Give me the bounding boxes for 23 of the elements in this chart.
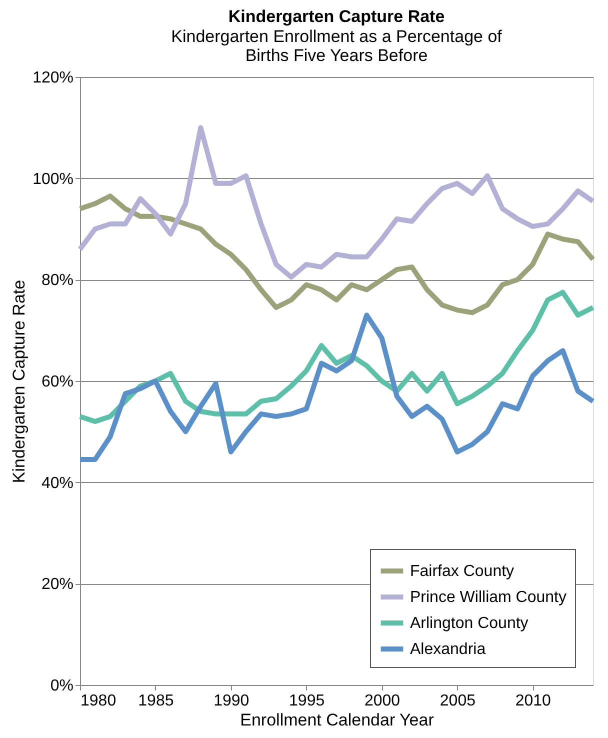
x-tick-label: 1995 (289, 692, 325, 710)
y-axis-title: Kindergarten Capture Rate (10, 280, 29, 484)
x-tick-label: 1985 (138, 692, 174, 710)
y-tick-label: 120% (32, 70, 74, 86)
x-tick-label: 2000 (364, 692, 400, 710)
y-tick-label: 80% (41, 272, 74, 290)
x-tick-label: 2010 (515, 692, 552, 710)
chart-title: Kindergarten Capture Rate (228, 7, 445, 26)
legend-label: Alexandria (410, 641, 486, 658)
y-tick-label: 40% (41, 474, 74, 492)
y-tick-label: 0% (50, 678, 74, 694)
text: Births Five Years Before (245, 46, 428, 65)
x-tick-label: 1980 (80, 692, 116, 710)
legend-label: Prince William County (410, 589, 566, 606)
x-axis-title: Enrollment Calendar Year (240, 710, 434, 730)
legend-label: Arlington County (410, 615, 528, 632)
x-tick-label: 1990 (214, 692, 250, 710)
text: Kindergarten Enrollment as a Percentage of (171, 27, 502, 46)
y-tick-label: 100% (32, 170, 74, 188)
legend-label: Fairfax County (410, 563, 514, 580)
y-tick-label: 20% (41, 576, 74, 594)
x-tick-label: 2005 (440, 692, 476, 710)
y-tick-label: 60% (41, 374, 74, 390)
